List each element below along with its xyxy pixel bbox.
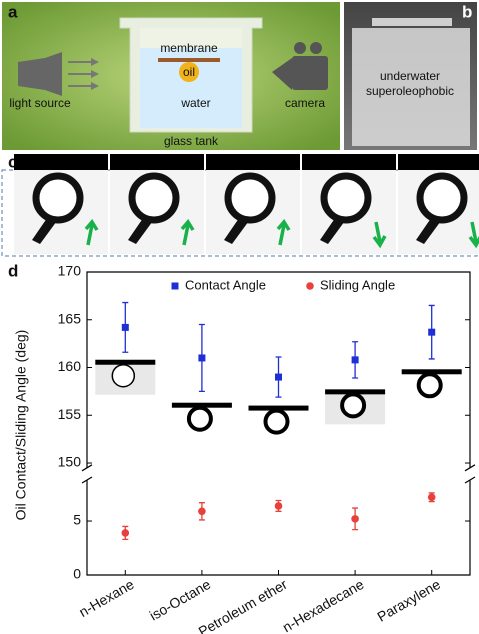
marker: [428, 329, 435, 336]
droplet: [420, 176, 464, 220]
inset-droplet: [189, 408, 211, 430]
axis-frame: [87, 480, 470, 575]
panel-b: b underwater superoleophobic: [344, 2, 477, 150]
membrane-bar: [206, 154, 300, 170]
oil-label: oil: [183, 65, 195, 79]
inset-droplet: [419, 374, 441, 396]
y-tick-label: 155: [58, 406, 82, 422]
marker: [428, 493, 436, 501]
droplet: [324, 176, 368, 220]
y-axis-label: Oil Contact/Sliding Angle (deg): [13, 330, 29, 521]
camera-body: [292, 56, 328, 90]
legend-label: Contact Angle: [185, 277, 266, 292]
membrane-bar: [14, 154, 108, 170]
x-tick-label: Paraxylene: [374, 576, 443, 625]
x-tick-label: iso-Octane: [147, 576, 214, 624]
marker: [198, 508, 206, 516]
panel-label: b: [462, 2, 472, 21]
photo-text: underwater: [380, 69, 440, 83]
box-lid: [372, 18, 452, 26]
panel-label: d: [8, 261, 18, 280]
x-tick-label: n-Hexane: [76, 576, 137, 620]
axis-break: [465, 465, 475, 483]
y-tick-label: 0: [73, 566, 81, 582]
y-tick-label: 150: [58, 454, 82, 470]
inset-droplet: [266, 411, 288, 433]
inset-droplet: [342, 394, 364, 416]
membrane: [158, 58, 220, 62]
light-source-label: light source: [9, 96, 71, 110]
y-tick-label: 170: [58, 263, 82, 279]
marker: [275, 502, 283, 510]
legend-marker: [306, 282, 314, 290]
panel-a: a membrane oil water light source camera…: [2, 2, 340, 150]
photo-text: superoleophobic: [366, 84, 454, 98]
marker: [122, 324, 129, 331]
membrane-bar: [302, 154, 396, 170]
inset-membrane: [95, 360, 155, 365]
camera-reel: [310, 42, 322, 54]
marker: [351, 515, 359, 523]
camera-label: camera: [285, 96, 325, 110]
legend-marker: [172, 283, 179, 290]
y-tick-label: 165: [58, 310, 82, 326]
camera-reel: [294, 42, 306, 54]
water-label: water: [180, 96, 210, 110]
membrane-label: membrane: [160, 41, 218, 55]
marker: [198, 354, 205, 361]
figure: a membrane oil water light source camera…: [0, 0, 479, 634]
marker: [122, 529, 130, 537]
membrane-bar: [110, 154, 204, 170]
marker: [275, 374, 282, 381]
y-tick-label: 160: [58, 358, 82, 374]
x-tick-label: n-Hexadecane: [280, 576, 367, 634]
panel-c: c: [2, 152, 479, 256]
inset-droplet: [112, 365, 134, 387]
droplet: [132, 176, 176, 220]
marker: [352, 356, 359, 363]
droplet: [36, 176, 80, 220]
legend-label: Sliding Angle: [320, 277, 395, 292]
panel-d: d Oil Contact/Sliding Angle (deg) 0 5 150 1…: [8, 261, 475, 634]
axis-break: [82, 465, 92, 483]
glass-tank-label: glass tank: [164, 134, 219, 148]
droplet: [228, 176, 272, 220]
y-tick-label: 5: [73, 512, 81, 528]
membrane-bar: [398, 154, 479, 170]
panel-label: a: [8, 2, 18, 21]
